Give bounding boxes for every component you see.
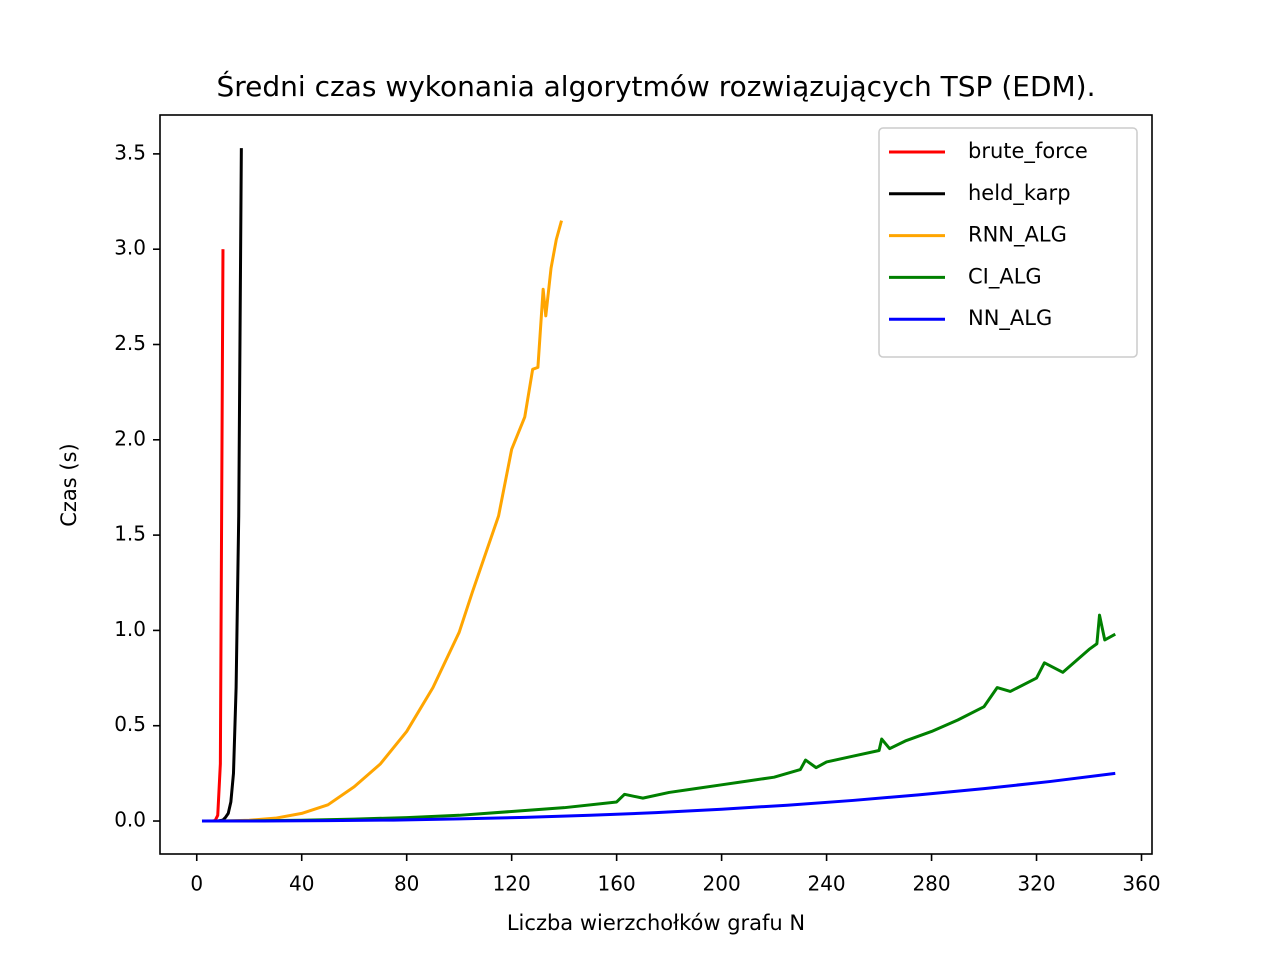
y-tick-label: 2.0 (114, 426, 146, 450)
y-tick-label: 0.0 (114, 808, 146, 832)
series-line (201, 613, 1116, 823)
y-axis-label: Czas (s) (57, 443, 81, 527)
y-tick-label: 3.5 (114, 140, 146, 164)
legend-label: NN_ALG (968, 306, 1052, 331)
x-tick-label: 40 (289, 872, 314, 896)
y-tick-label: 1.5 (114, 522, 146, 546)
legend: brute_force held_karp RNN_ALG CI_ALG NN_ALG (878, 127, 1138, 358)
x-axis-label: Liczba wierzchołków grafu N (507, 911, 805, 935)
x-tick-label: 280 (912, 872, 950, 896)
legend-label: CI_ALG (968, 264, 1042, 289)
x-tick-label: 360 (1122, 872, 1160, 896)
y-tick-label: 1.0 (114, 617, 146, 641)
x-tick-label: 160 (598, 872, 636, 896)
y-tick-label: 0.5 (114, 712, 146, 736)
x-tick-label: 320 (1017, 872, 1055, 896)
legend-label: RNN_ALG (968, 223, 1067, 248)
x-tick-label: 240 (807, 872, 845, 896)
x-tick-label: 0 (190, 872, 203, 896)
series-line (201, 771, 1116, 823)
legend-box (878, 127, 1138, 358)
y-tick-label: 3.0 (114, 236, 146, 260)
x-tick-label: 120 (493, 872, 531, 896)
plot-area (201, 148, 1116, 823)
x-tick-label: 80 (394, 872, 419, 896)
axes-frame (159, 114, 1153, 855)
x-tick-label: 200 (703, 872, 741, 896)
y-tick-label: 2.5 (114, 331, 146, 355)
series-line (201, 220, 563, 823)
legend-label: brute_force (968, 139, 1088, 164)
legend-label: held_karp (968, 181, 1071, 206)
chart-title: Średni czas wykonania algorytmów rozwiąz… (216, 69, 1095, 103)
